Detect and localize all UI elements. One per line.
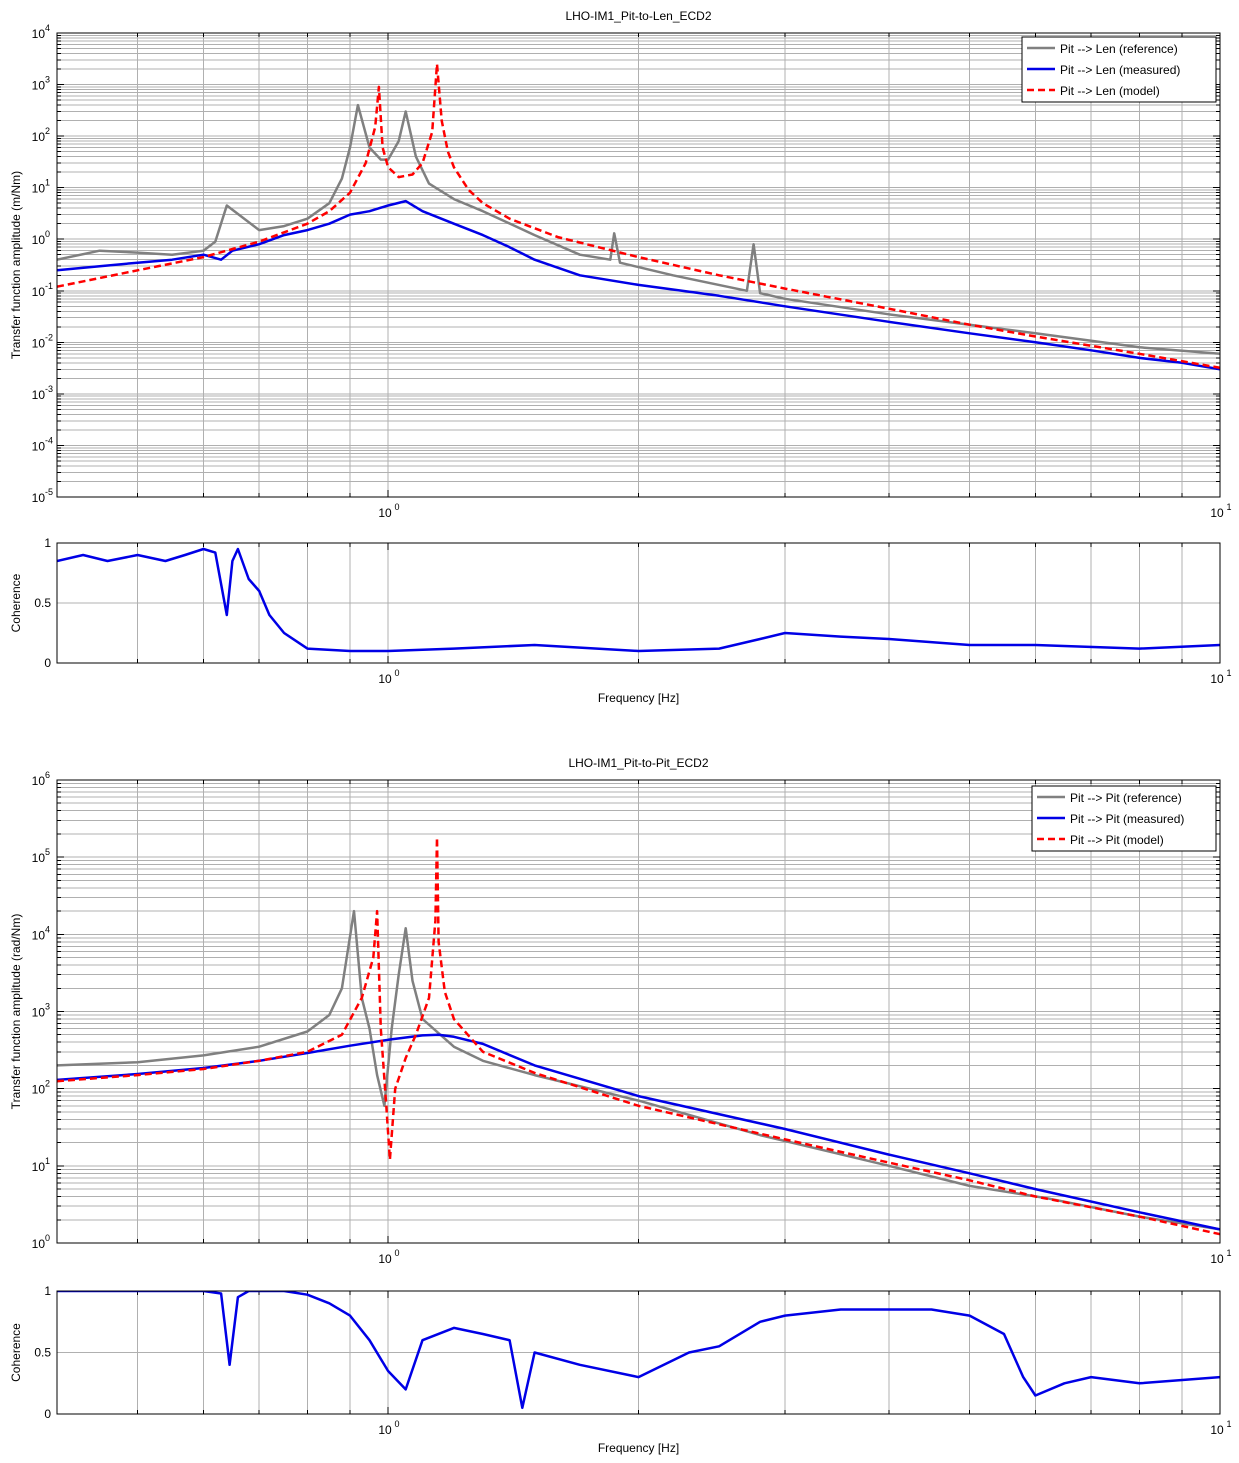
legend-entry-label: Pit --> Len (measured): [1060, 63, 1180, 77]
x-tick-label: 10: [1210, 672, 1224, 686]
legend-entry-label: Pit --> Len (reference): [1060, 42, 1178, 56]
y-tick-label-exponent: -3: [45, 384, 53, 394]
x-tick-label: 10: [378, 1423, 392, 1437]
y-axis-label: Coherence: [9, 1323, 23, 1382]
x-tick-label-exponent: 0: [395, 1248, 400, 1258]
x-tick-label: 10: [1210, 1252, 1224, 1266]
chart-panel-3: LHO-IM1_Pit-to-Pit_ECD2 Transfer function…: [9, 756, 1232, 1266]
legend: Pit --> Len (reference) Pit --> Len (meas…: [1022, 37, 1216, 102]
y-tick-label-exponent: 2: [45, 1079, 50, 1089]
y-tick-label: 0: [44, 1407, 51, 1421]
y-tick-label: 10: [32, 388, 46, 402]
y-tick-label-exponent: 6: [45, 770, 50, 780]
y-tick-label: 10: [32, 233, 46, 247]
y-tick-label: 10: [32, 1160, 46, 1174]
grid: [57, 33, 1220, 497]
y-tick-label: 10: [32, 491, 46, 505]
legend-entry-label: Pit --> Pit (measured): [1070, 812, 1184, 826]
chart-title: LHO-IM1_Pit-to-Len_ECD2: [565, 9, 711, 23]
y-tick-label-exponent: 3: [45, 75, 50, 85]
y-tick-label-exponent: 0: [45, 229, 50, 239]
x-tick-label: 10: [378, 1252, 392, 1266]
y-tick-label: 10: [32, 285, 46, 299]
x-tick-label: 10: [1210, 506, 1224, 520]
y-tick-label-exponent: -5: [45, 487, 53, 497]
chart-title: LHO-IM1_Pit-to-Pit_ECD2: [568, 756, 708, 770]
y-tick-label-exponent: 5: [45, 847, 50, 857]
y-tick-label: 10: [32, 928, 46, 942]
x-tick-label-exponent: 1: [1226, 1248, 1231, 1258]
x-tick-label: 10: [378, 506, 392, 520]
y-tick-label-exponent: 1: [45, 178, 50, 188]
y-tick-label-exponent: -4: [45, 435, 53, 445]
y-tick-label: 10: [32, 79, 46, 93]
y-axis-label: Transfer function amplitude (m/Nm): [9, 171, 23, 359]
x-axis-label: Frequency [Hz]: [598, 691, 679, 705]
y-tick-label-exponent: 4: [45, 924, 50, 934]
y-tick-label-exponent: 3: [45, 1002, 50, 1012]
y-axis-label: Coherence: [9, 573, 23, 632]
y-tick-label: 0.5: [34, 596, 51, 610]
y-tick-label: 10: [32, 851, 46, 865]
x-tick-label-exponent: 1: [1226, 1419, 1231, 1429]
y-tick-label: 10: [32, 1237, 46, 1251]
y-tick-label-exponent: 4: [45, 23, 50, 33]
legend-entry-label: Pit --> Pit (reference): [1070, 791, 1182, 805]
x-axis-label: Frequency [Hz]: [598, 1441, 679, 1455]
x-tick-label-exponent: 0: [395, 1419, 400, 1429]
y-tick-label: 10: [32, 27, 46, 41]
legend-entry-label: Pit --> Pit (model): [1070, 833, 1164, 847]
legend: Pit --> Pit (reference) Pit --> Pit (meas…: [1032, 786, 1216, 851]
x-tick-label-exponent: 0: [395, 668, 400, 678]
y-tick-label: 10: [32, 1083, 46, 1097]
x-tick-label-exponent: 0: [395, 502, 400, 512]
y-tick-label-exponent: 0: [45, 1233, 50, 1243]
y-tick-label: 1: [44, 536, 51, 550]
y-axis-label: Transfer function amplitude (rad/Nm): [9, 914, 23, 1110]
chart-panel-1: LHO-IM1_Pit-to-Len_ECD2 Transfer function…: [9, 9, 1232, 520]
x-tick-label-exponent: 1: [1226, 502, 1231, 512]
x-tick-label: 10: [378, 672, 392, 686]
y-tick-label: 10: [32, 130, 46, 144]
y-tick-label-exponent: 1: [45, 1156, 50, 1166]
y-tick-label-exponent: -2: [45, 332, 53, 342]
y-tick-label: 1: [44, 1284, 51, 1298]
y-tick-label: 10: [32, 1006, 46, 1020]
y-tick-label: 10: [32, 182, 46, 196]
y-tick-label: 0: [44, 656, 51, 670]
y-tick-label: 10: [32, 336, 46, 350]
y-tick-label: 0.5: [34, 1346, 51, 1360]
y-tick-label-exponent: 2: [45, 126, 50, 136]
y-tick-label-exponent: -1: [45, 281, 53, 291]
x-tick-label: 10: [1210, 1423, 1224, 1437]
y-tick-label: 10: [32, 439, 46, 453]
y-tick-label: 10: [32, 774, 46, 788]
x-tick-label-exponent: 1: [1226, 668, 1231, 678]
legend-entry-label: Pit --> Len (model): [1060, 84, 1160, 98]
